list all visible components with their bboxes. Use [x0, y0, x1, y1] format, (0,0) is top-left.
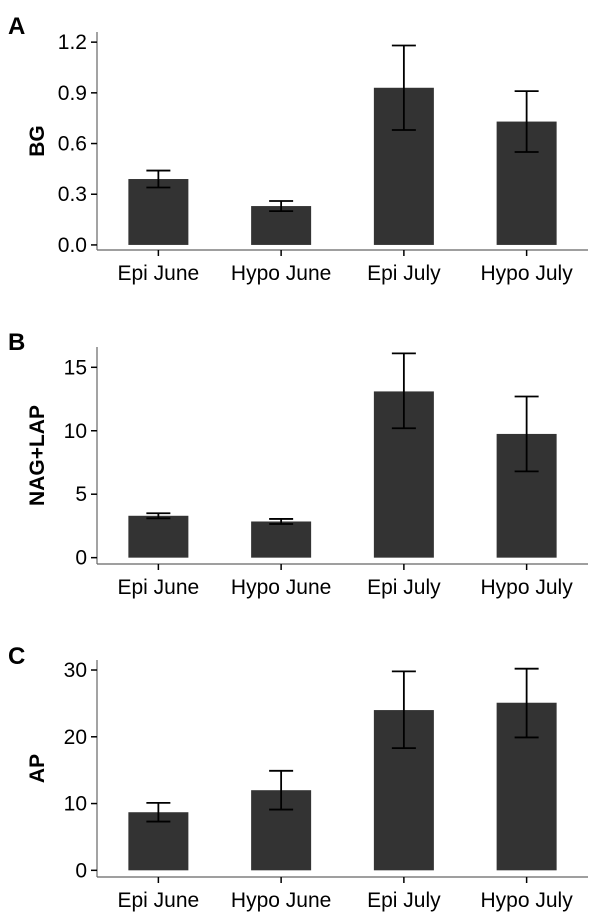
y-tick-label: 15	[64, 356, 87, 379]
panel-letter: A	[8, 13, 25, 40]
y-tick-label: 10	[64, 793, 87, 816]
y-axis-label: AP	[26, 754, 49, 783]
x-tick-label: Epi July	[367, 576, 441, 599]
y-tick-label: 30	[64, 659, 87, 682]
chart-panel-b: B NAG+LAP 0 5 10 15 Epi June Hypo June Epi July H…	[8, 329, 588, 599]
y-tick-label: 0	[75, 859, 87, 882]
bar	[128, 179, 189, 245]
x-tick-label: Hypo June	[231, 262, 331, 285]
x-tick-label: Hypo July	[481, 889, 574, 912]
x-tick-label: Epi June	[118, 576, 200, 599]
bar	[128, 515, 189, 558]
y-tick-label: 0.9	[58, 82, 87, 105]
y-tick-label: 0.6	[58, 133, 87, 156]
y-tick-label: 10	[64, 420, 87, 443]
x-tick-label: Epi June	[118, 262, 200, 285]
x-tick-label: Epi July	[367, 262, 441, 285]
y-tick-label: 1.2	[58, 31, 87, 54]
chart-panel-c: C AP 0 10 20 30 Epi June Hypo June Epi July Hypo …	[8, 643, 588, 912]
y-tick-label: 0.0	[58, 234, 87, 257]
x-tick-label: Hypo July	[481, 262, 574, 285]
x-tick-label: Hypo July	[481, 576, 574, 599]
panel-letter: C	[8, 643, 25, 670]
x-tick-label: Epi July	[367, 889, 441, 912]
bar	[251, 521, 312, 558]
y-tick-label: 20	[64, 726, 87, 749]
y-axis-label: NAG+LAP	[26, 405, 49, 506]
y-axis-label: BG	[26, 125, 49, 157]
y-tick-label: 0.3	[58, 183, 87, 206]
x-tick-label: Epi June	[118, 889, 200, 912]
x-tick-label: Hypo June	[231, 576, 331, 599]
panel-letter: B	[8, 329, 25, 356]
bar	[251, 206, 312, 245]
y-tick-label: 5	[75, 483, 87, 506]
chart-panel-a: A BG 0.0 0.3 0.6 0.9 1.2 Epi June Hypo June Epi J…	[8, 13, 588, 285]
y-tick-label: 0	[75, 547, 87, 570]
x-tick-label: Hypo June	[231, 889, 331, 912]
